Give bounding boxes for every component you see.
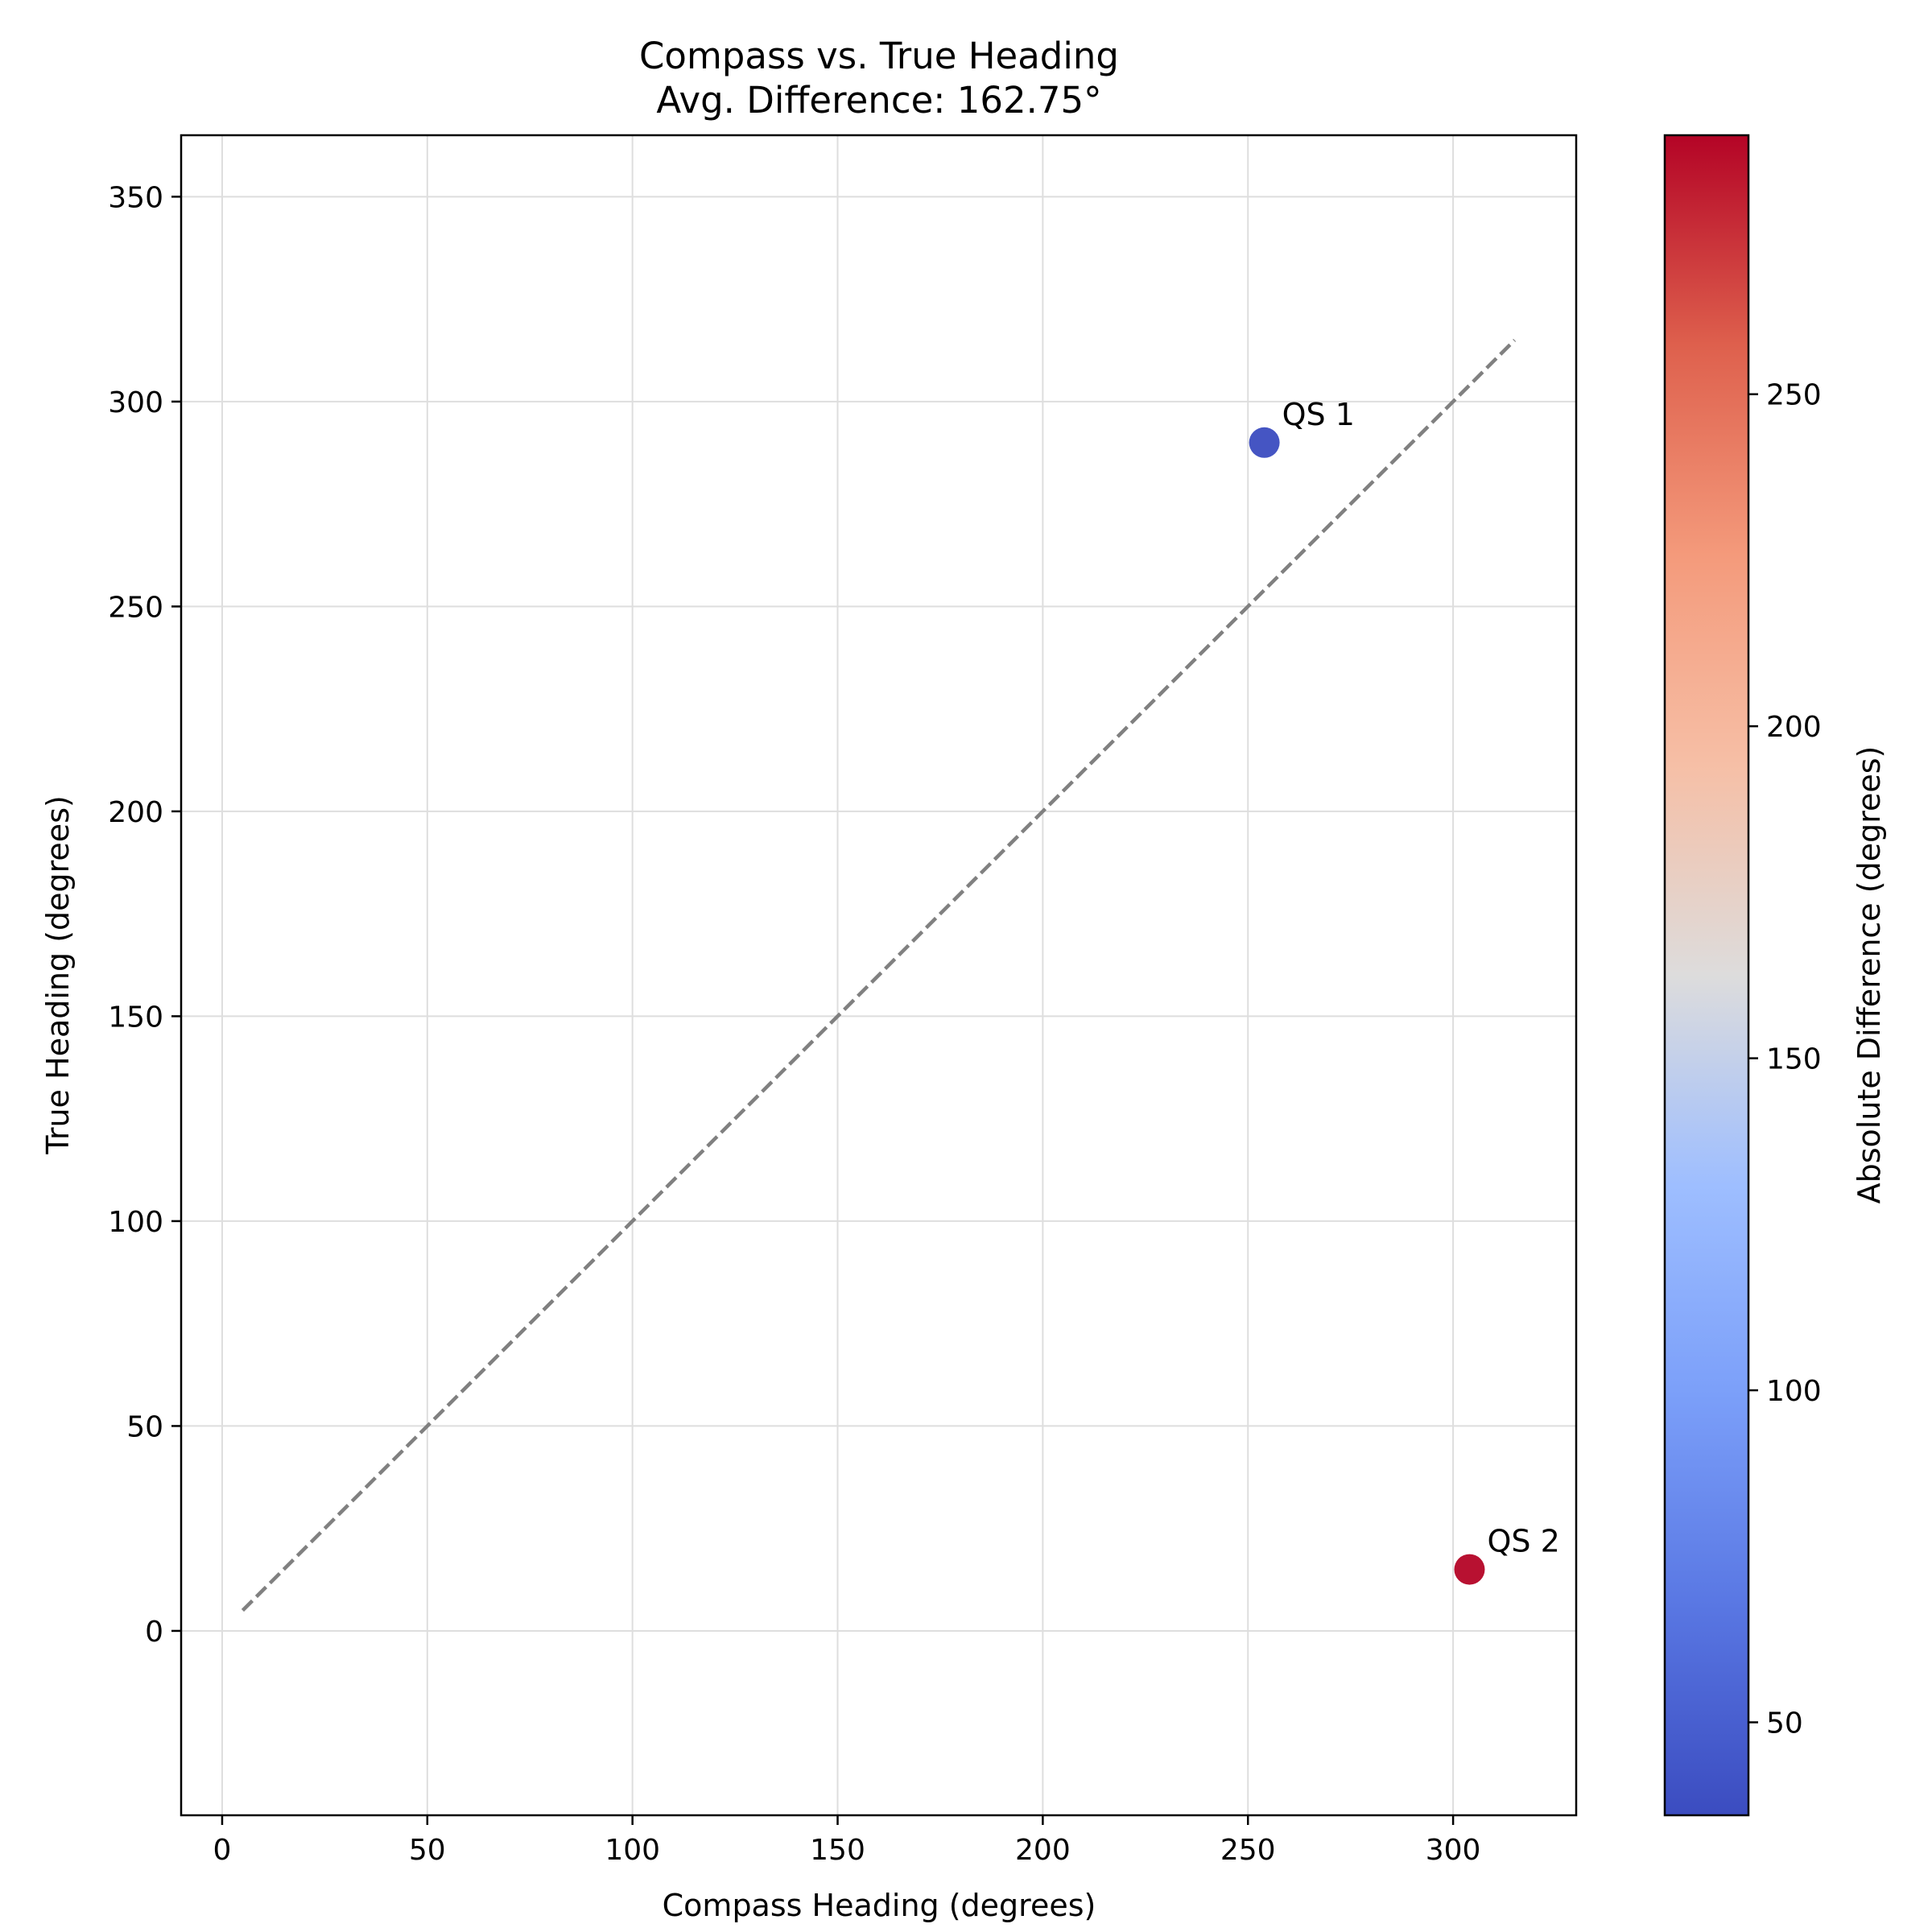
data-point (1454, 1554, 1485, 1585)
x-tick-label: 300 (1426, 1834, 1481, 1867)
x-tick-label: 100 (605, 1834, 660, 1867)
point-label: QS 1 (1282, 397, 1355, 432)
x-tick-label: 50 (409, 1834, 446, 1867)
colorbar-label: Absolute Difference (degrees) (1852, 746, 1887, 1204)
chart-subtitle: Avg. Difference: 162.75° (656, 79, 1101, 122)
y-tick-label: 150 (108, 1001, 163, 1034)
colorbar-tick-label: 50 (1766, 1707, 1803, 1740)
x-tick-label: 200 (1015, 1834, 1071, 1867)
colorbar: 50 100 150 200 250 Absolute Difference (degr… (1663, 134, 1887, 1817)
chart-title: Compass vs. True Heading (639, 35, 1119, 77)
plot-area: QS 1 QS 2 0 50 100 150 200 250 300 0 50 100 150 200… (108, 134, 1578, 1867)
y-tick-label: 0 (145, 1616, 163, 1649)
plot-frame (180, 134, 1578, 1817)
x-axis-label: Compass Heading (degrees) (663, 1888, 1096, 1923)
y-axis-ticks: 0 50 100 150 200 250 300 350 (108, 181, 181, 1649)
colorbar-tick-label: 100 (1766, 1375, 1822, 1408)
x-axis-ticks: 0 50 100 150 200 250 300 (213, 1815, 1481, 1867)
y-axis-label: True Heading (degrees) (40, 795, 76, 1155)
colorbar-tick-label: 150 (1766, 1043, 1822, 1076)
x-tick-label: 250 (1220, 1834, 1276, 1867)
y-tick-label: 300 (108, 386, 163, 419)
point-label: QS 2 (1487, 1524, 1559, 1559)
y-tick-label: 250 (108, 591, 163, 624)
colorbar-gradient (1663, 134, 1750, 1817)
grid-lines (181, 135, 1576, 1815)
x-tick-label: 150 (810, 1834, 865, 1867)
colorbar-ticks: 50 100 150 200 250 (1748, 379, 1822, 1740)
colorbar-tick-label: 250 (1766, 379, 1822, 412)
y-tick-label: 350 (108, 181, 163, 214)
y-tick-label: 100 (108, 1206, 163, 1239)
colorbar-tick-label: 200 (1766, 711, 1822, 744)
data-point (1249, 427, 1280, 458)
y-tick-label: 50 (126, 1410, 163, 1443)
data-points: QS 1 QS 2 (1249, 397, 1560, 1585)
x-tick-label: 0 (213, 1834, 232, 1867)
reference-line (241, 338, 1517, 1612)
y-tick-label: 200 (108, 796, 163, 829)
